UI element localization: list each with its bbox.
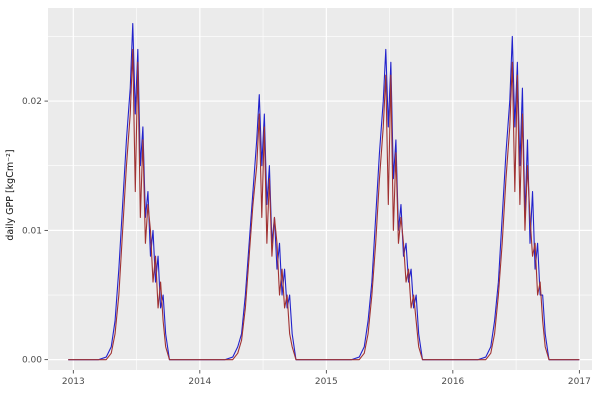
x-tick-label: 2013 xyxy=(62,377,85,387)
axis-layer: 2013 2014 2015 2016 2017 0.00 0.01 0.02 xyxy=(22,97,591,387)
series-layer xyxy=(68,22,580,361)
y-axis-title: daily GPP [kgCm⁻²] xyxy=(5,149,16,240)
x-tick-label: 2016 xyxy=(441,377,464,387)
x-tick-label: 2014 xyxy=(188,377,211,387)
grid-layer xyxy=(48,8,592,370)
x-tick-label: 2017 xyxy=(568,377,591,387)
x-tick-label: 2015 xyxy=(315,377,338,387)
y-tick-label: 0.00 xyxy=(22,356,42,366)
panel-layer xyxy=(48,8,592,370)
series-line-observed-gpp-red xyxy=(68,48,580,361)
y-tick-label: 0.02 xyxy=(22,97,42,107)
y-tick-label: 0.01 xyxy=(22,226,42,236)
plot-panel xyxy=(48,8,592,370)
